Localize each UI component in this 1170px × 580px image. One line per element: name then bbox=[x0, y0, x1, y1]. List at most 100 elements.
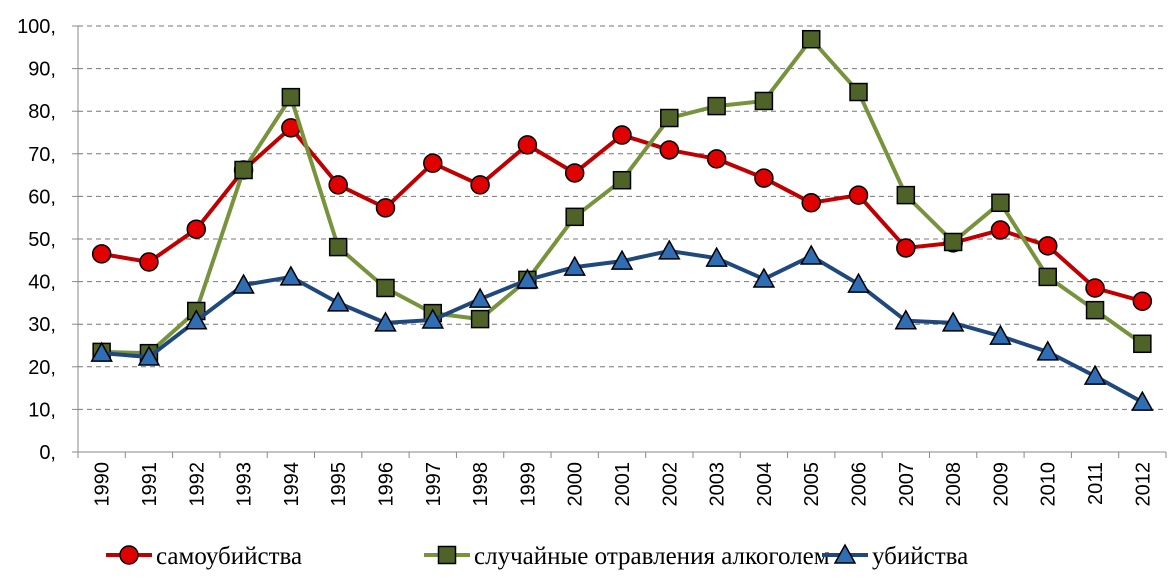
marker bbox=[421, 308, 445, 329]
x-tick-label: 2002 bbox=[659, 462, 681, 507]
x-tick-label: 2007 bbox=[896, 462, 918, 507]
series-line bbox=[101, 248, 1144, 404]
marker bbox=[1085, 278, 1105, 298]
x-tick-label: 1993 bbox=[234, 462, 256, 507]
marker bbox=[1038, 267, 1057, 287]
legend-label: убийства bbox=[872, 543, 968, 570]
marker bbox=[612, 170, 632, 190]
x-tick-label: 1999 bbox=[517, 462, 539, 507]
x-tick-label: 2011 bbox=[1085, 462, 1107, 505]
marker bbox=[705, 246, 728, 267]
marker bbox=[1133, 334, 1152, 354]
y-tick-label: 50, bbox=[28, 229, 56, 251]
marker bbox=[437, 545, 457, 565]
x-tick-label: 2000 bbox=[565, 462, 587, 507]
x-tick-label: 2005 bbox=[801, 462, 823, 507]
marker bbox=[801, 193, 821, 213]
marker bbox=[896, 238, 916, 258]
marker bbox=[894, 309, 918, 330]
x-tick-label: 1992 bbox=[186, 462, 208, 507]
marker bbox=[990, 220, 1011, 240]
marker bbox=[660, 108, 679, 128]
marker bbox=[847, 272, 870, 293]
marker bbox=[376, 278, 395, 298]
x-tick-label: 1997 bbox=[423, 462, 445, 507]
marker bbox=[706, 149, 727, 169]
marker bbox=[468, 287, 492, 308]
marker bbox=[1131, 390, 1154, 411]
marker bbox=[1083, 364, 1107, 385]
marker bbox=[754, 168, 774, 188]
marker bbox=[989, 324, 1012, 345]
marker bbox=[754, 91, 774, 111]
marker bbox=[752, 267, 776, 288]
marker bbox=[184, 309, 208, 330]
marker bbox=[659, 140, 680, 160]
x-tick-label: 2008 bbox=[943, 462, 965, 507]
marker bbox=[564, 163, 585, 183]
y-tick-label: 10, bbox=[28, 399, 56, 421]
marker bbox=[610, 249, 634, 270]
marker bbox=[563, 255, 586, 276]
marker bbox=[658, 239, 681, 260]
marker bbox=[516, 268, 539, 289]
marker bbox=[470, 309, 490, 329]
marker bbox=[328, 175, 348, 195]
marker bbox=[799, 244, 823, 265]
x-tick-label: 2006 bbox=[849, 462, 871, 507]
y-tick-label: 40, bbox=[28, 272, 56, 294]
marker bbox=[119, 545, 139, 565]
marker bbox=[943, 232, 963, 252]
marker bbox=[941, 311, 965, 332]
x-tick-label: 2003 bbox=[707, 462, 729, 507]
y-tick-label: 90, bbox=[28, 59, 56, 81]
y-tick-label: 60, bbox=[28, 186, 56, 208]
x-tick-label: 2010 bbox=[1038, 462, 1060, 507]
marker bbox=[896, 185, 916, 205]
marker bbox=[328, 237, 348, 257]
x-tick-label: 2001 bbox=[612, 462, 634, 507]
y-tick-label: 100, bbox=[17, 16, 56, 38]
x-tick-label: 2012 bbox=[1132, 462, 1154, 507]
marker bbox=[326, 291, 350, 312]
marker bbox=[90, 341, 113, 362]
y-tick-label: 70, bbox=[28, 144, 56, 166]
marker bbox=[374, 311, 397, 332]
x-tick-label: 2009 bbox=[990, 462, 1012, 507]
y-tick-label: 20, bbox=[28, 357, 56, 379]
marker bbox=[279, 265, 303, 286]
marker bbox=[234, 160, 253, 180]
x-tick-label: 1990 bbox=[92, 462, 114, 507]
y-tick-label: 80, bbox=[28, 101, 56, 123]
marker bbox=[423, 153, 443, 173]
marker bbox=[848, 185, 869, 205]
marker bbox=[186, 219, 207, 239]
marker bbox=[281, 87, 301, 107]
legend-label: самоубийства bbox=[156, 543, 302, 570]
marker bbox=[375, 198, 396, 218]
marker bbox=[517, 135, 538, 155]
x-tick-label: 1998 bbox=[470, 462, 492, 507]
x-tick-label: 1991 bbox=[139, 462, 161, 507]
marker bbox=[612, 125, 632, 145]
y-tick-label: 30, bbox=[28, 314, 56, 336]
marker bbox=[565, 207, 584, 227]
marker bbox=[833, 543, 857, 564]
marker bbox=[801, 29, 821, 49]
marker bbox=[991, 193, 1010, 213]
marker bbox=[707, 96, 726, 116]
marker bbox=[1085, 300, 1105, 320]
x-tick-label: 1996 bbox=[375, 462, 397, 507]
marker bbox=[470, 175, 490, 195]
marker bbox=[1037, 236, 1058, 256]
marker bbox=[232, 273, 255, 294]
marker bbox=[91, 244, 112, 264]
y-tick-label: 0, bbox=[39, 442, 56, 464]
marker bbox=[849, 82, 868, 102]
marker bbox=[1036, 340, 1060, 361]
marker bbox=[139, 252, 159, 272]
marker bbox=[137, 345, 161, 366]
x-tick-label: 1994 bbox=[281, 462, 303, 507]
legend-label: случайные отравления алкоголем bbox=[474, 543, 830, 570]
